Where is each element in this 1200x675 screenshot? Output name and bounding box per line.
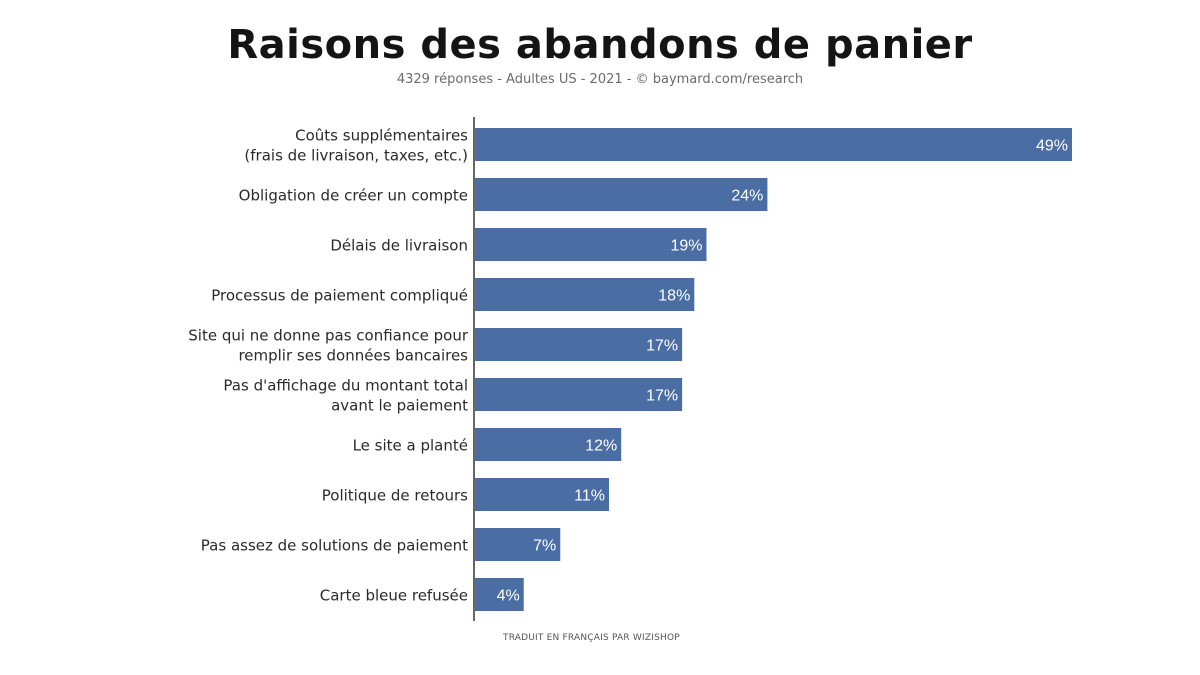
category-label: Pas assez de solutions de paiement — [201, 537, 468, 555]
bar-value-label: 49% — [1036, 138, 1068, 155]
bar-value-label: 18% — [658, 288, 690, 305]
bar — [475, 228, 707, 261]
chart-title: Raisons des abandons de panier — [227, 22, 973, 68]
bar — [475, 528, 561, 561]
bar — [475, 378, 683, 411]
bar — [475, 178, 768, 211]
bar — [475, 328, 683, 361]
bar-value-label: 7% — [533, 538, 556, 555]
bar — [475, 428, 622, 461]
bar-value-label: 17% — [646, 338, 678, 355]
category-label: avant le paiement — [331, 397, 468, 415]
category-label: Pas d'affichage du montant total — [223, 377, 468, 395]
chart-subtitle: 4329 réponses - Adultes US - 2021 - © ba… — [396, 72, 804, 87]
category-label: Coûts supplémentaires — [295, 127, 468, 145]
bar — [475, 278, 695, 311]
bars-layer: 49% 24% 19% 18% 17% 17% 12% 11% 7% 4% — [475, 128, 1072, 611]
bar-value-label: 24% — [731, 188, 763, 205]
bar — [475, 578, 524, 611]
category-label: Obligation de créer un compte — [239, 187, 468, 205]
bar-value-label: 17% — [646, 388, 678, 405]
category-label: (frais de livraison, taxes, etc.) — [244, 147, 468, 165]
chart-footer: TRADUIT EN FRANÇAIS PAR WIZISHOP — [503, 633, 680, 643]
category-label: Carte bleue refusée — [320, 587, 468, 605]
category-label: remplir ses données bancaires — [238, 347, 468, 365]
category-label: Site qui ne donne pas confiance pour — [188, 327, 469, 345]
bar — [475, 128, 1072, 161]
category-label: Le site a planté — [353, 437, 468, 455]
category-label: Politique de retours — [322, 487, 468, 505]
bar — [475, 478, 610, 511]
bar-value-label: 4% — [497, 588, 520, 605]
category-label: Délais de livraison — [330, 237, 468, 255]
bar-value-label: 11% — [574, 488, 605, 505]
bar-value-label: 19% — [670, 238, 702, 255]
category-label: Processus de paiement compliqué — [211, 287, 468, 305]
bar-value-label: 12% — [585, 438, 617, 455]
category-labels-layer: Coûts supplémentaires (frais de livraison… — [188, 127, 469, 605]
